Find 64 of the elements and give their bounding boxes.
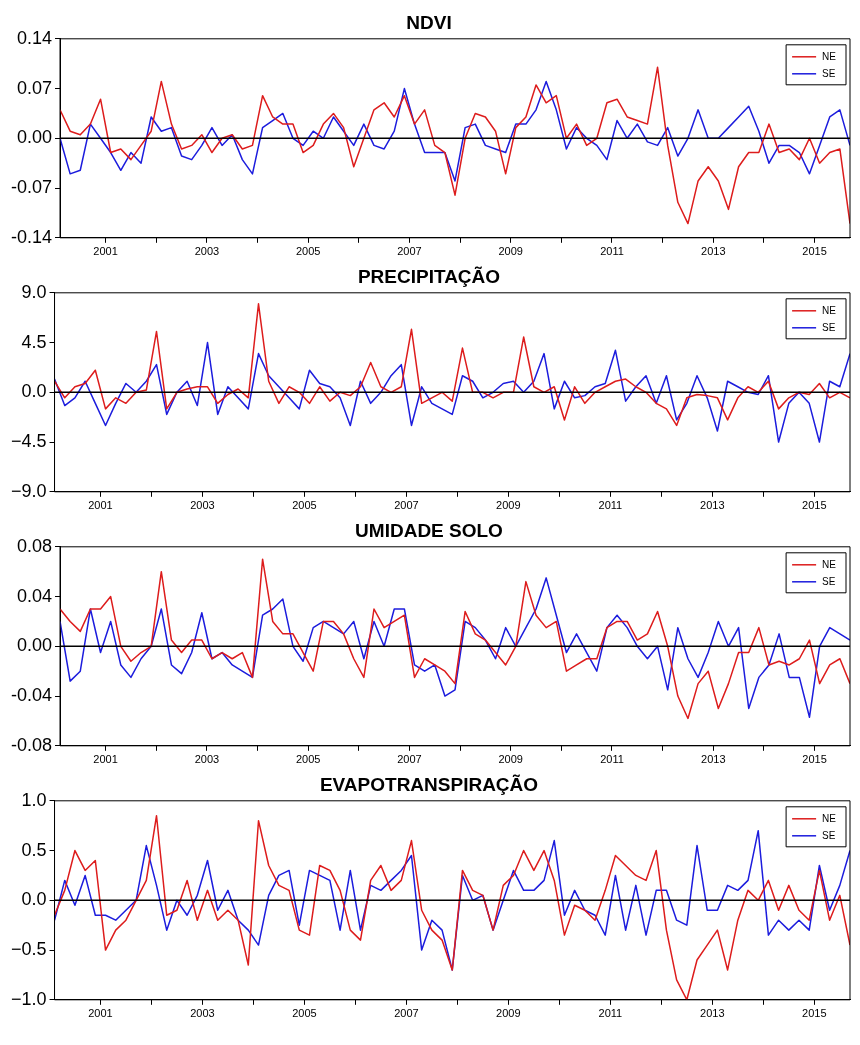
legend-label: SE xyxy=(822,829,836,841)
x-tick-label: 2013 xyxy=(700,1007,725,1020)
y-tick-label: 0.5 xyxy=(21,839,47,860)
x-tick-label: 2011 xyxy=(600,753,624,766)
legend-label: SE xyxy=(822,67,836,79)
chart-title: UMIDADE SOLO xyxy=(355,519,503,541)
x-tick-label: 2001 xyxy=(88,499,113,512)
legend-label: NE xyxy=(822,50,837,62)
y-tick-label: -0.04 xyxy=(11,685,53,706)
x-tick-label: 2013 xyxy=(700,499,725,512)
x-tick-label: 2005 xyxy=(295,245,321,258)
y-tick-label: 0.00 xyxy=(16,635,53,656)
legend-label: NE xyxy=(822,558,837,570)
x-tick-label: 2009 xyxy=(496,1007,521,1020)
x-tick-label: 2005 xyxy=(295,753,321,766)
y-tick-label: 0.0 xyxy=(21,889,47,910)
legend-label: SE xyxy=(822,321,836,333)
x-tick-label: 2003 xyxy=(190,1007,215,1020)
x-tick-label: 2001 xyxy=(93,753,118,766)
x-tick-label: 2007 xyxy=(394,1007,419,1020)
x-tick-label: 2003 xyxy=(190,499,215,512)
x-tick-label: 2007 xyxy=(397,245,422,258)
y-tick-label: −0.5 xyxy=(10,939,47,960)
x-tick-label: 2015 xyxy=(802,1007,827,1020)
y-tick-label: −1.0 xyxy=(10,988,47,1009)
x-tick-label: 2001 xyxy=(88,1007,113,1020)
x-tick-label: 2007 xyxy=(397,753,422,766)
legend-label: NE xyxy=(822,812,837,824)
y-tick-label: -0.08 xyxy=(11,734,53,755)
x-tick-label: 2005 xyxy=(292,1007,317,1020)
chart-title: PRECIPITAÇÃO xyxy=(357,265,501,287)
y-tick-label: 0.08 xyxy=(16,535,53,556)
y-tick-label: -0.07 xyxy=(11,177,53,198)
chart-title: EVAPOTRANSPIRAÇÃO xyxy=(319,773,539,795)
x-tick-label: 2011 xyxy=(598,499,623,512)
legend-label: SE xyxy=(822,575,836,587)
x-tick-label: 2003 xyxy=(194,753,220,766)
y-tick-label: 1.0 xyxy=(21,789,47,810)
x-tick-label: 2009 xyxy=(496,499,521,512)
legend-label: NE xyxy=(822,304,837,316)
x-tick-label: 2005 xyxy=(292,499,317,512)
x-tick-label: 2013 xyxy=(701,245,726,258)
x-tick-label: 2003 xyxy=(194,245,220,258)
y-tick-label: 4.5 xyxy=(21,331,47,352)
x-tick-label: 2011 xyxy=(598,1007,623,1020)
chart-title: NDVI xyxy=(406,11,452,33)
y-tick-label: −4.5 xyxy=(10,431,47,452)
x-tick-label: 2009 xyxy=(498,245,523,258)
y-tick-label: 0.07 xyxy=(16,77,53,98)
x-tick-label: 2015 xyxy=(802,499,827,512)
y-tick-label: -0.14 xyxy=(11,226,53,247)
x-tick-label: 2007 xyxy=(394,499,419,512)
y-tick-label: 0.04 xyxy=(16,585,53,606)
y-tick-label: 0.00 xyxy=(16,127,53,148)
x-tick-label: 2015 xyxy=(802,753,827,766)
x-tick-label: 2011 xyxy=(600,245,624,258)
x-tick-label: 2015 xyxy=(802,245,827,258)
x-tick-label: 2013 xyxy=(701,753,726,766)
y-tick-label: 0.14 xyxy=(16,27,53,48)
x-tick-label: 2001 xyxy=(93,245,118,258)
y-tick-label: 9.0 xyxy=(21,281,47,302)
y-tick-label: −9.0 xyxy=(10,480,47,501)
y-tick-label: 0.0 xyxy=(21,381,47,402)
x-tick-label: 2009 xyxy=(498,753,523,766)
